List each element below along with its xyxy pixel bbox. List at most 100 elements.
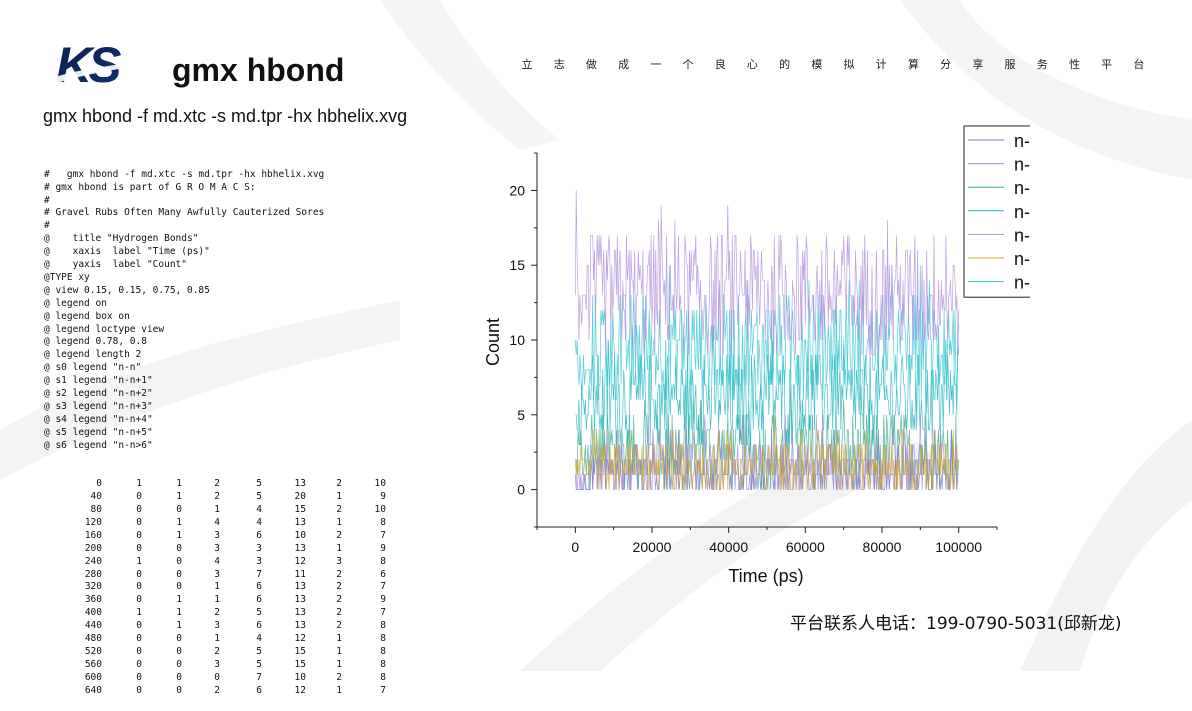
slogan-char: 分 [940,58,952,71]
table-cell: 8 [380,646,386,657]
table-cell: 12 [294,633,306,645]
table-cell: 2 [336,607,342,619]
x-tick-label: 40000 [709,539,748,555]
table-cell: 0 [136,542,142,554]
table-cell: 0 [136,671,142,683]
table-cell: 13 [294,478,306,490]
table-cell: 0 [214,671,220,683]
table-row: 120 0 1 4 4 13 1 8 [44,517,386,530]
y-tick-label: 5 [517,407,525,423]
table-cell: 40 [90,491,102,503]
x-tick-label: 100000 [935,539,982,555]
table-cell: 3 [214,568,220,580]
slogan-char: 良 [714,58,726,71]
table-cell: 6 [256,529,262,541]
table-cell: 3 [214,658,220,670]
table-cell: 6 [380,568,386,580]
table-cell: 1 [214,633,220,645]
ks-logo: KS [52,38,148,90]
table-cell: 4 [214,516,220,528]
table-cell: 600 [84,671,102,683]
table-row: 600 0 0 0 7 10 2 8 [44,672,386,685]
table-row: 160 0 1 3 6 10 2 7 [44,530,386,543]
xvg-header-line: @ s3 legend "n-n+3" [44,400,153,412]
table-cell: 1 [176,478,182,490]
y-tick-label: 10 [509,332,525,348]
slogan-char: 心 [746,58,758,71]
table-cell: 4 [214,555,220,567]
table-cell: 3 [256,542,262,554]
table-row: 640 0 0 2 6 12 1 7 [44,685,386,698]
table-row: 240 1 0 4 3 12 3 8 [44,556,386,569]
xvg-header-line: @ s4 legend "n-n+4" [44,413,153,425]
y-tick-label: 15 [509,257,525,273]
table-cell: 1 [336,684,342,696]
slogan-char: 计 [875,58,887,71]
table-cell: 2 [336,581,342,593]
table-cell: 3 [336,555,342,567]
table-cell: 0 [136,684,142,696]
x-tick-label: 80000 [863,539,902,555]
plot-series-group [574,190,960,490]
slogan-char: 务 [1036,58,1048,71]
table-cell: 8 [380,516,386,528]
table-row: 480 0 0 1 4 12 1 8 [44,633,386,646]
table-cell: 6 [256,620,262,632]
legend-label: n-n [1014,131,1030,151]
table-cell: 2 [214,646,220,657]
xvg-header-line: # Gravel Rubs Often Many Awfully Cauteri… [44,207,325,219]
table-cell: 20 [294,491,306,503]
table-cell: 1 [176,491,182,503]
table-cell: 440 [84,620,102,632]
page-title: gmx hbond [172,52,345,88]
table-cell: 7 [380,529,386,541]
table-cell: 400 [84,607,102,619]
table-cell: 1 [336,491,342,503]
table-cell: 13 [294,620,306,632]
series-line-n-n+4 [574,190,960,356]
xvg-header-line: @TYPE xy [44,271,90,283]
table-cell: 2 [336,620,342,632]
table-cell: 1 [136,478,142,490]
table-cell: 0 [136,529,142,541]
table-cell: 8 [380,620,386,632]
table-row: 80 0 0 1 4 15 2 10 [44,504,386,517]
table-cell: 4 [256,516,262,528]
table-cell: 640 [84,684,102,696]
table-cell: 0 [176,555,182,567]
table-cell: 1 [136,607,142,619]
legend-label: n-n+5 [1014,249,1030,269]
xvg-header-line: @ view 0.15, 0.15, 0.75, 0.85 [44,284,210,296]
table-cell: 5 [256,478,262,490]
table-row: 280 0 0 3 7 11 2 6 [44,569,386,582]
series-line-n-n+5 [574,414,959,490]
table-cell: 0 [176,684,182,696]
chart-axes: 0 20000 40000 60000 80000 100000 0 5 10 15 20 [509,152,998,555]
background-decoration [0,0,1192,671]
table-cell: 1 [214,504,220,516]
table-cell: 0 [176,646,182,657]
table-cell: 15 [294,658,306,670]
table-cell: 5 [256,646,262,657]
table-cell: 8 [380,658,386,670]
table-cell: 7 [256,568,262,580]
table-cell: 2 [336,478,342,490]
slogan-char: 模 [811,58,823,71]
command-line: gmx hbond -f md.xtc -s md.tpr -hx hbheli… [43,106,408,126]
slogan-char: 台 [1133,58,1145,71]
table-cell: 5 [256,491,262,503]
table-row: 40 0 1 2 5 20 1 9 [44,491,386,504]
legend-label: n-n+1 [1014,155,1030,175]
table-row: 200 0 0 3 3 13 1 9 [44,543,386,556]
table-cell: 0 [136,646,142,657]
table-cell: 1 [336,646,342,657]
table-cell: 7 [380,607,386,619]
table-cell: 1 [214,581,220,593]
table-cell: 13 [294,516,306,528]
table-cell: 240 [84,555,102,567]
table-cell: 0 [136,504,142,516]
legend-box [963,125,1030,298]
table-cell: 3 [256,555,262,567]
xvg-header-line: @ s5 legend "n-n+5" [44,426,153,438]
slogan-char: 个 [682,58,694,71]
